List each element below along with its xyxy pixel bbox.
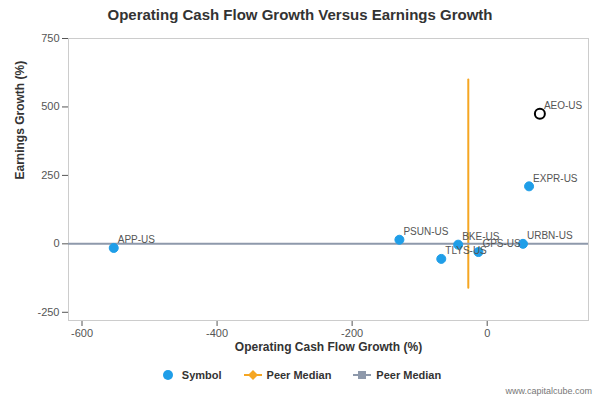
svg-text:-250: -250 (37, 306, 59, 318)
svg-text:0: 0 (484, 327, 490, 339)
svg-text:750: 750 (41, 32, 59, 44)
html-text:Peer Median: Peer Median (266, 369, 332, 381)
svg-text:Earnings Growth (%): Earnings Growth (%) (13, 61, 27, 180)
html-text:Symbol: Symbol (181, 369, 222, 381)
svg-text:500: 500 (41, 100, 59, 112)
svg-text:PSUN-US: PSUN-US (403, 226, 448, 237)
svg-text:AEO-US: AEO-US (544, 100, 583, 111)
svg-text:250: 250 (41, 169, 59, 181)
svg-text:-600: -600 (71, 327, 93, 339)
svg-text:-200: -200 (341, 327, 363, 339)
svg-text:URBN-US: URBN-US (527, 230, 573, 241)
svg-text:APP-US: APP-US (118, 234, 156, 245)
svg-text:-400: -400 (206, 327, 228, 339)
svg-text:EXPR-US: EXPR-US (533, 173, 578, 184)
svg-text:Operating Cash Flow Growth (%): Operating Cash Flow Growth (%) (235, 340, 422, 354)
html-text:Operating Cash Flow Growth Ver: Operating Cash Flow Growth Versus Earnin… (107, 6, 493, 23)
html-text:www.capitalcube.com: www.capitalcube.com (505, 386, 592, 396)
svg-text:0: 0 (53, 237, 59, 249)
html-text:Peer Median: Peer Median (376, 369, 442, 381)
svg-text:BKE-US: BKE-US (462, 230, 500, 242)
svg-text:TLYS-US: TLYS-US (445, 245, 487, 256)
svg-text:GPS-US: GPS-US (482, 238, 521, 249)
